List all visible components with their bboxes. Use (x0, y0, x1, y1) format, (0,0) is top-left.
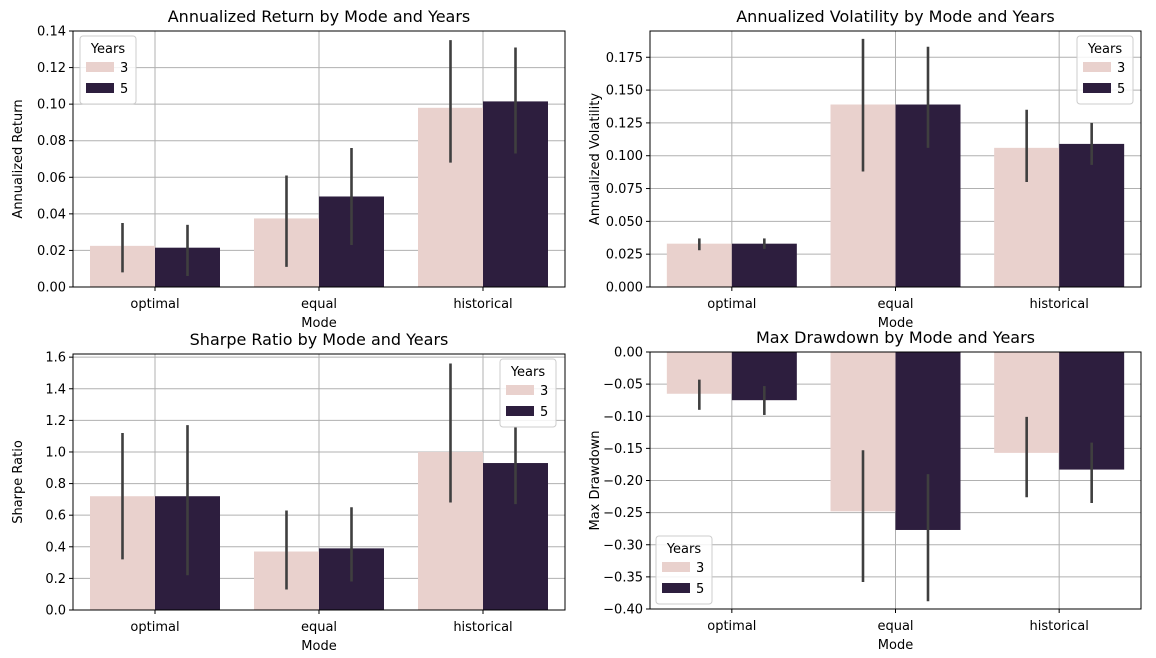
legend-title: Years (90, 42, 126, 57)
legend-swatch (506, 385, 534, 395)
y-tick-label: 0.150 (606, 84, 643, 99)
legend-label: 3 (120, 61, 128, 76)
y-tick-label: 0.4 (45, 540, 66, 555)
x-axis-label: Mode (878, 638, 913, 653)
x-axis-label: Mode (301, 316, 336, 331)
legend-title: Years (1087, 42, 1123, 57)
x-tick-label: historical (453, 620, 512, 635)
chart-title: Sharpe Ratio by Mode and Years (190, 330, 449, 349)
plot-frame (649, 351, 1142, 610)
chart-title: Max Drawdown by Mode and Years (756, 328, 1035, 347)
y-tick-label: 0.100 (606, 149, 643, 164)
chart-title: Annualized Volatility by Mode and Years (736, 7, 1055, 26)
x-tick-label: optimal (707, 297, 756, 312)
y-tick-label: 0.2 (45, 572, 66, 587)
x-tick-label: optimal (707, 619, 756, 634)
legend-label: 5 (120, 82, 128, 97)
legend-title: Years (666, 542, 702, 557)
x-tick-label: equal (877, 297, 913, 312)
legend-label: 5 (1117, 82, 1125, 97)
legend: Years 3 5 (499, 358, 557, 428)
legend-label: 3 (1117, 61, 1125, 76)
legend-swatch (506, 406, 534, 416)
x-tick-label: equal (301, 297, 337, 312)
chart-panel-1: 0.00 0.02 0.04 0.06 0.08 0.10 0.12 0.14 optimal e… (11, 7, 566, 331)
legend-swatch (86, 83, 114, 93)
plot-frame (72, 30, 566, 288)
y-tick-label: −0.40 (603, 603, 643, 618)
x-tick-label: optimal (130, 297, 179, 312)
y-tick-label: 0.8 (45, 477, 66, 492)
y-tick-label: 1.2 (45, 414, 66, 429)
legend-swatch (1083, 62, 1111, 72)
y-axis-label: Annualized Return (11, 99, 26, 218)
plot-frame (72, 353, 566, 611)
y-tick-label: −0.25 (603, 506, 643, 521)
legend-label: 3 (696, 561, 704, 576)
y-tick-label: 0.0 (45, 604, 66, 619)
plot-frame (649, 30, 1142, 288)
x-tick-label: equal (877, 619, 913, 634)
legend-swatch (662, 583, 690, 593)
bar-years-5 (1059, 143, 1125, 287)
x-axis-label: Mode (301, 639, 336, 654)
x-tick-label: historical (1029, 619, 1088, 634)
y-tick-label: 0.075 (606, 182, 643, 197)
legend-label: 3 (540, 384, 548, 399)
chart-title: Annualized Return by Mode and Years (168, 7, 471, 26)
x-tick-label: equal (301, 620, 337, 635)
x-axis-label: Mode (878, 316, 913, 331)
y-tick-label: 0.00 (37, 281, 66, 296)
y-tick-label: 1.6 (45, 351, 66, 366)
legend: Years 3 5 (1076, 35, 1134, 105)
y-axis-label: Max Drawdown (588, 430, 603, 530)
y-tick-label: 0.06 (37, 171, 66, 186)
y-tick-label: 0.08 (37, 134, 66, 149)
y-axis-label: Sharpe Ratio (11, 440, 26, 524)
bar-years-5 (731, 243, 797, 287)
legend-swatch (1083, 83, 1111, 93)
legend-title: Years (510, 365, 546, 380)
legend: Years 3 5 (655, 535, 713, 605)
y-tick-label: 0.10 (37, 98, 66, 113)
y-tick-label: 0.000 (606, 281, 643, 296)
chart-panel-2: 0.000 0.025 0.050 0.075 0.100 0.125 0.150 0.175… (588, 7, 1142, 331)
y-tick-label: −0.15 (603, 442, 643, 457)
y-tick-label: 0.125 (606, 116, 643, 131)
y-tick-label: −0.10 (603, 410, 643, 425)
y-tick-label: 0.6 (45, 509, 66, 524)
y-tick-label: −0.30 (603, 538, 643, 553)
y-tick-label: 0.175 (606, 51, 643, 66)
y-tick-label: 0.14 (37, 25, 66, 40)
x-tick-label: historical (453, 297, 512, 312)
legend: Years 3 5 (79, 35, 137, 105)
chart-panel-3: 0.0 0.2 0.4 0.6 0.8 1.0 1.2 1.4 1.6 optimal equal h… (11, 330, 566, 654)
legend-swatch (86, 62, 114, 72)
y-tick-label: 0.00 (614, 346, 643, 361)
legend-swatch (662, 562, 690, 572)
y-tick-label: 0.025 (606, 248, 643, 263)
y-tick-label: 1.0 (45, 445, 66, 460)
y-tick-label: 0.04 (37, 207, 66, 222)
y-tick-label: 0.02 (37, 244, 66, 259)
y-tick-label: 1.4 (45, 382, 66, 397)
y-tick-label: −0.35 (603, 570, 643, 585)
y-tick-label: −0.20 (603, 474, 643, 489)
y-axis-label: Annualized Volatility (588, 93, 603, 225)
legend-label: 5 (696, 582, 704, 597)
chart-panel-4: −0.40 −0.35 −0.30 −0.25 −0.20 −0.15 −0.10 −0.05… (588, 328, 1142, 653)
x-tick-label: historical (1029, 297, 1088, 312)
y-tick-label: −0.05 (603, 378, 643, 393)
x-tick-label: optimal (130, 620, 179, 635)
y-tick-label: 0.12 (37, 61, 66, 76)
legend-label: 5 (540, 405, 548, 420)
y-tick-label: 0.050 (606, 215, 643, 230)
bar-years-3 (666, 243, 732, 287)
